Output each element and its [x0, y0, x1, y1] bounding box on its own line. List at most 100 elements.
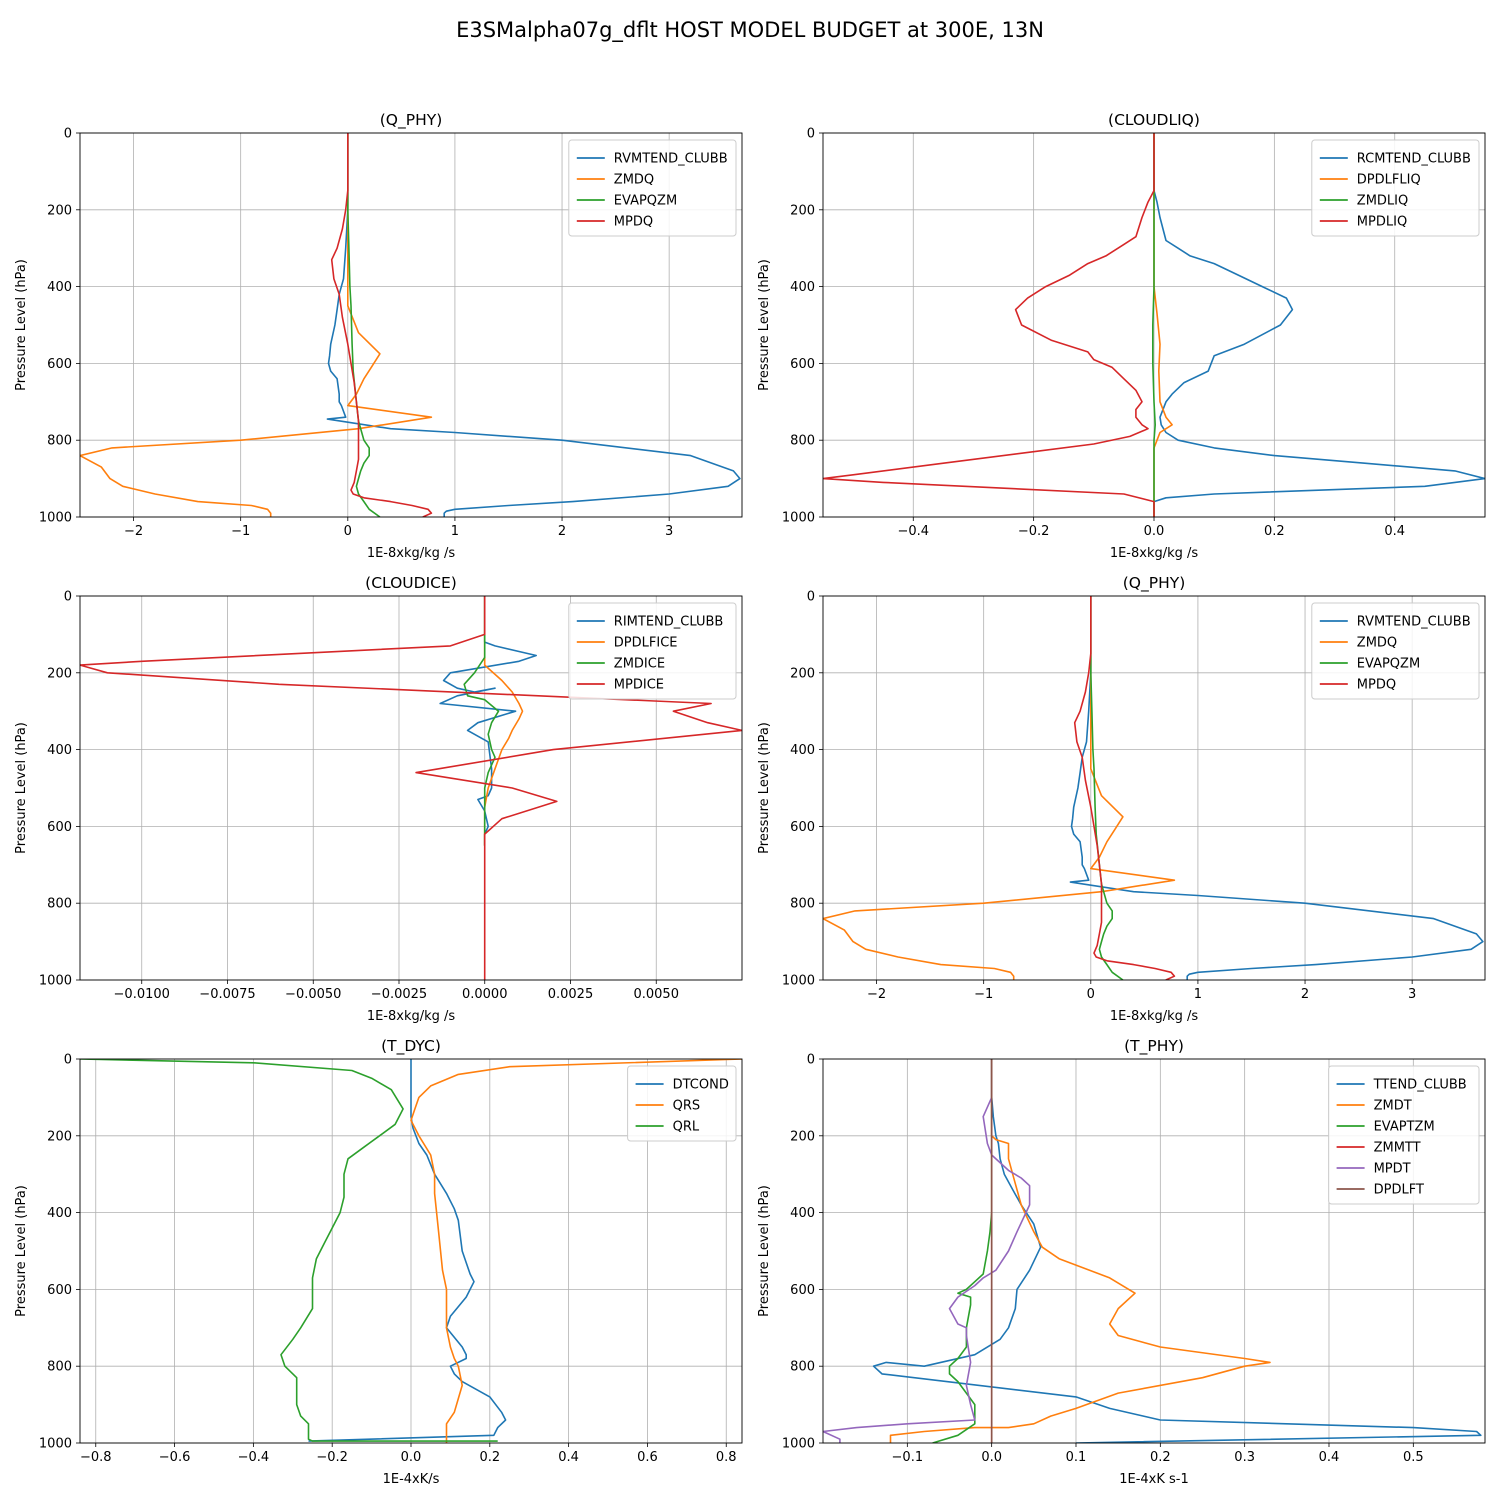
- legend-entry: EVAPQZM: [1357, 657, 1420, 672]
- x-tick-label: −0.0100: [114, 987, 170, 1002]
- series-line-zmdliq: [1152, 133, 1156, 517]
- x-tick-label: −1: [231, 524, 250, 539]
- plot-frame: [822, 1058, 1486, 1444]
- legend-frame: [568, 139, 737, 237]
- y-axis-label: Pressure Level (hPa): [14, 722, 29, 854]
- legend-entry: ZMDQ: [1357, 636, 1397, 651]
- x-tick-label: −0.0025: [371, 987, 427, 1002]
- legend-entry: ZMDT: [1374, 1099, 1412, 1114]
- y-tick-label: 800: [47, 897, 72, 912]
- y-axis-label: Pressure Level (hPa): [757, 259, 772, 391]
- y-tick-label: 800: [790, 897, 815, 912]
- panels: −2 −1 0 1 2 302004006008001000(Q_PHY)1E-8xkg/…: [14, 111, 1486, 1487]
- legend: DTCOND QRS QRL: [627, 1065, 737, 1142]
- y-tick-label: 800: [790, 434, 815, 449]
- x-tick-label: 0.0: [981, 1450, 1002, 1465]
- legend-entry: EVAPQZM: [614, 194, 677, 209]
- chart-title: (Q_PHY): [1123, 574, 1186, 593]
- series-line-mpdliq: [823, 133, 1155, 517]
- y-tick-label: 0: [64, 1053, 72, 1068]
- series-line-dtcond: [308, 1059, 507, 1442]
- series-line-qrl: [80, 1059, 498, 1442]
- legend: RVMTEND_CLUBB ZMDQ EVAPQZM MPDQ: [568, 139, 737, 237]
- y-tick-label: 400: [47, 743, 72, 758]
- figure-title: E3SMalpha07g_dflt HOST MODEL BUDGET at 3…: [456, 18, 1044, 43]
- legend-entry: TTEND_CLUBB: [1373, 1078, 1467, 1093]
- y-tick-label: 800: [47, 1360, 72, 1375]
- x-axis-label: 1E-8xkg/kg /s: [367, 546, 456, 561]
- series-line-mpdq: [330, 133, 433, 517]
- series-line-zmdq: [823, 596, 1176, 980]
- x-tick-label: −2: [124, 524, 143, 539]
- x-tick-label: −0.1: [892, 1450, 924, 1465]
- y-tick-label: 800: [790, 1360, 815, 1375]
- legend-entry: MPDICE: [614, 678, 664, 693]
- series-line-dpdlfice: [483, 596, 524, 846]
- x-tick-label: −0.0050: [285, 987, 341, 1002]
- x-axis-label: 1E-8xkg/kg /s: [1110, 546, 1199, 561]
- legend-entry: RVMTEND_CLUBB: [1357, 615, 1471, 630]
- x-axis-label: 1E-4xK/s: [383, 1472, 440, 1487]
- legend-entry: ZMDLIQ: [1357, 194, 1408, 209]
- x-tick-label: 1: [451, 524, 459, 539]
- y-tick-label: 200: [790, 666, 815, 681]
- x-tick-label: 1: [1194, 987, 1202, 1002]
- series-line-zmdq: [80, 133, 433, 517]
- legend-entry: QRS: [673, 1099, 701, 1114]
- y-tick-label: 400: [790, 1206, 815, 1221]
- x-tick-label: −0.4: [238, 1450, 270, 1465]
- y-tick-label: 200: [47, 666, 72, 681]
- series-line-evapqzm: [1090, 596, 1124, 980]
- y-axis-label: Pressure Level (hPa): [14, 259, 29, 391]
- legend-entry: RIMTEND_CLUBB: [614, 615, 724, 630]
- x-tick-label: −2: [867, 987, 886, 1002]
- chart-panel-2: −0.4 −0.2 0.0 0.2 0.4 0 200 400 600 800 1000 (CLOUD…: [757, 111, 1486, 561]
- y-tick-label: 1000: [39, 511, 72, 526]
- x-tick-label: 3: [665, 524, 673, 539]
- legend-entry: DPDLFLIQ: [1357, 173, 1421, 188]
- plot-frame: [79, 132, 743, 518]
- legend: RVMTEND_CLUBB ZMDQ EVAPQZM MPDQ: [1311, 602, 1480, 700]
- legend-entry: QRL: [673, 1120, 700, 1135]
- chart-panel-1: −2 −1 0 1 2 3 0 200 400 600 800 1000 (Q_PHY) 1E-8xkg/…: [14, 111, 743, 561]
- chart-panel-3: −0.0100 −0.0075 −0.0050 −0.0025 0.0000 0.0025…: [14, 574, 743, 1024]
- legend-entry: DPDLFT: [1374, 1183, 1424, 1198]
- series-line-mpdt: [823, 1059, 1031, 1443]
- x-tick-label: −0.0075: [199, 987, 255, 1002]
- series-line-zmdt: [889, 1059, 1271, 1443]
- series-line-evaptzm: [932, 1059, 993, 1443]
- legend-entry: MPDLIQ: [1357, 215, 1407, 230]
- x-tick-label: −1: [974, 987, 993, 1002]
- x-tick-label: 0.4: [1384, 524, 1405, 539]
- x-tick-label: −0.8: [80, 1450, 112, 1465]
- x-tick-label: 0.2: [479, 1450, 500, 1465]
- series-line-dpdlfliq: [1153, 133, 1173, 517]
- y-tick-label: 0: [807, 590, 815, 605]
- legend-entry: ZMDICE: [614, 657, 665, 672]
- y-tick-label: 0: [64, 590, 72, 605]
- legend-frame: [1311, 139, 1480, 237]
- y-tick-label: 1000: [782, 974, 815, 989]
- x-tick-label: 2: [1301, 987, 1309, 1002]
- legend-entry: RCMTEND_CLUBB: [1357, 152, 1471, 167]
- y-tick-label: 400: [47, 280, 72, 295]
- y-tick-label: 600: [47, 1283, 72, 1298]
- series-line-evapqzm: [346, 133, 381, 517]
- series-line-rcmtend-clubb: [1153, 133, 1485, 517]
- x-tick-label: 0.3: [1234, 1450, 1255, 1465]
- x-tick-label: 0.6: [637, 1450, 658, 1465]
- x-tick-label: 2: [558, 524, 566, 539]
- x-tick-label: 0.8: [716, 1450, 737, 1465]
- legend-entry: MPDT: [1374, 1162, 1411, 1177]
- y-tick-label: 1000: [39, 1437, 72, 1452]
- series-line-mpdice: [80, 596, 742, 980]
- y-axis-label: Pressure Level (hPa): [757, 722, 772, 854]
- y-tick-label: 600: [790, 1283, 815, 1298]
- series-line-qrs: [410, 1059, 742, 1443]
- legend-entry: ZMDQ: [614, 173, 654, 188]
- y-tick-label: 600: [790, 820, 815, 835]
- chart-title: (T_PHY): [1124, 1037, 1184, 1056]
- x-tick-label: 0.0025: [548, 987, 594, 1002]
- y-tick-label: 0: [807, 1053, 815, 1068]
- series-line-rimtend-clubb: [439, 596, 538, 846]
